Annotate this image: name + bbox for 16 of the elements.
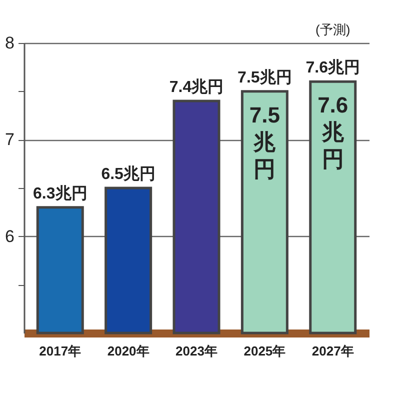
x-tick-label: 2025年 — [244, 344, 286, 358]
x-tick-label: 2027年 — [312, 344, 354, 358]
annotation: 7.6兆円 — [318, 92, 348, 172]
y-tick-label: 6 — [5, 226, 14, 246]
data-label: 7.6兆円 — [306, 58, 360, 77]
y-tick-label: 8 — [5, 34, 14, 52]
data-label: 6.3兆円 — [33, 184, 88, 202]
data-label: 6.5兆円 — [101, 165, 156, 183]
data-label: 7.4兆円 — [169, 78, 224, 96]
x-tick-label: 2023年 — [176, 344, 218, 358]
x-tick-label: 2017年 — [39, 344, 82, 358]
data-label: 7.5兆円 — [238, 68, 292, 86]
y-tick-label: 7 — [5, 130, 14, 150]
annotation: 7.5兆円 — [249, 102, 280, 182]
text: (予測) — [316, 22, 350, 37]
x-tick-label: 2020年 — [107, 344, 150, 358]
